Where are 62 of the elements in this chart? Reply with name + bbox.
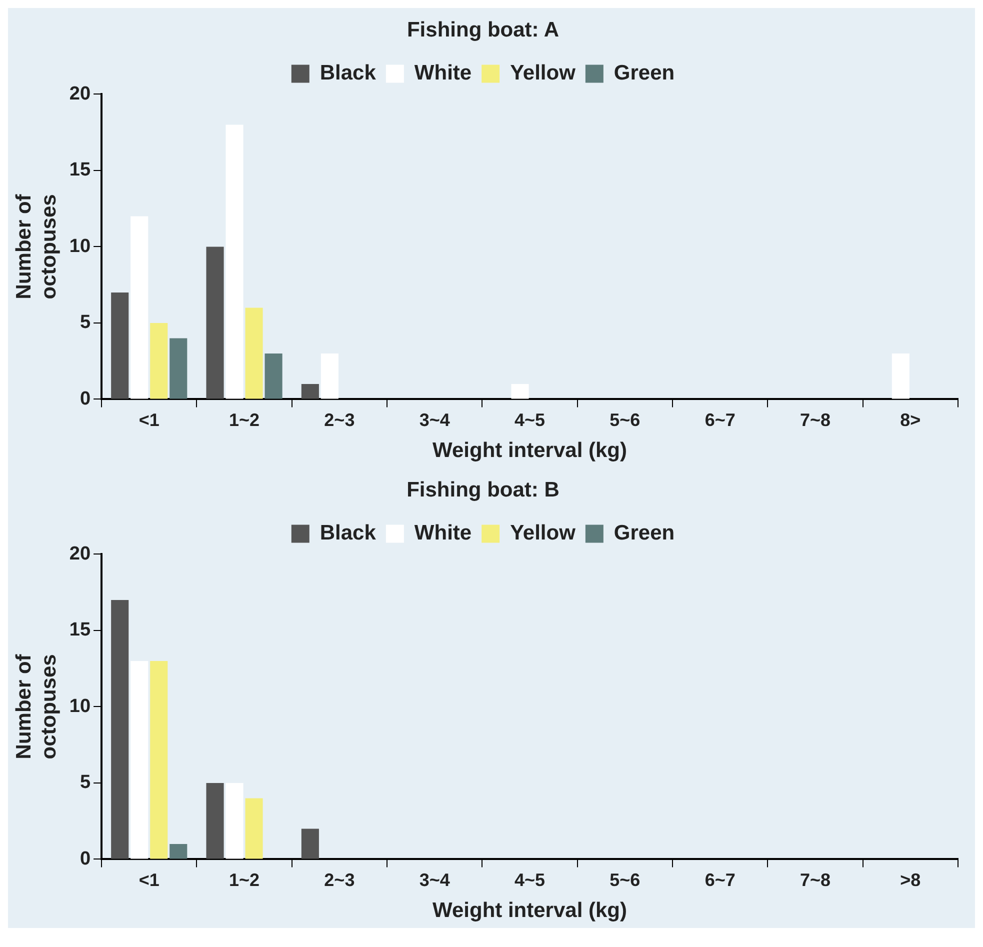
bar: [150, 660, 168, 859]
bar: [206, 246, 224, 399]
y-tick-label: 5: [80, 312, 91, 334]
bar: [206, 782, 224, 859]
bar: [264, 353, 282, 399]
bar: [301, 384, 319, 399]
x-tick-label: <1: [138, 870, 160, 890]
x-tick-label: 5~6: [610, 870, 640, 890]
x-tick-label: >8: [900, 870, 921, 890]
x-tick-label: 3~4: [419, 870, 450, 890]
x-tick-label: 4~5: [514, 870, 546, 890]
legend-label: Black: [320, 521, 376, 544]
legend-label: Green: [614, 521, 675, 544]
bar: [892, 353, 910, 399]
bar: [150, 322, 168, 399]
y-tick-label: 0: [80, 848, 91, 870]
x-tick-label: 1~2: [229, 410, 260, 430]
x-tick-label: 5~6: [610, 410, 640, 430]
y-tick-label: 20: [69, 83, 91, 104]
bar: [245, 798, 263, 859]
chart-title: Fishing boat: B: [406, 478, 560, 502]
x-tick-label: 4~5: [514, 410, 546, 430]
bar: [170, 844, 188, 859]
bar: [511, 384, 529, 399]
x-tick-label: 1~2: [229, 870, 260, 890]
y-tick-label: 10: [69, 696, 91, 717]
bar: [301, 828, 319, 859]
bar: [245, 308, 263, 399]
x-tick-label: <1: [138, 410, 160, 430]
x-tick-label: 7~8: [800, 870, 831, 890]
y-tick-label: 20: [69, 543, 91, 564]
x-tick-label: 8>: [900, 410, 921, 430]
bar: [226, 782, 244, 859]
x-tick-label: 3~4: [419, 410, 450, 430]
bar: [170, 338, 188, 399]
x-tick-label: 2~3: [324, 410, 355, 430]
y-tick-label: 15: [69, 620, 91, 641]
bar: [130, 660, 148, 859]
y-tick-label: 5: [80, 772, 91, 794]
bar: [111, 292, 129, 399]
y-axis-title: Number of octopuses: [12, 193, 61, 300]
y-tick-label: 0: [80, 388, 91, 410]
bar: [226, 124, 244, 399]
legend-label: White: [414, 61, 472, 84]
bar: [111, 600, 129, 859]
y-tick-label: 15: [69, 160, 91, 181]
x-tick-label: 6~7: [704, 870, 736, 890]
legend-label: Black: [320, 61, 376, 84]
x-tick-label: 7~8: [800, 410, 831, 430]
bar: [320, 353, 338, 399]
x-axis-title: Weight interval (kg): [432, 899, 627, 922]
x-tick-label: 2~3: [324, 870, 355, 890]
x-axis-title: Weight interval (kg): [432, 439, 627, 462]
chart-title: Fishing boat: A: [406, 18, 560, 42]
y-axis-title: Number of octopuses: [12, 653, 61, 760]
legend-label: White: [414, 521, 472, 544]
legend-label: Green: [614, 61, 675, 84]
y-tick-label: 10: [69, 236, 91, 257]
legend-label: Yellow: [510, 61, 576, 84]
legend-label: Yellow: [510, 521, 576, 544]
bar: [130, 216, 148, 399]
x-tick-label: 6~7: [704, 410, 736, 430]
